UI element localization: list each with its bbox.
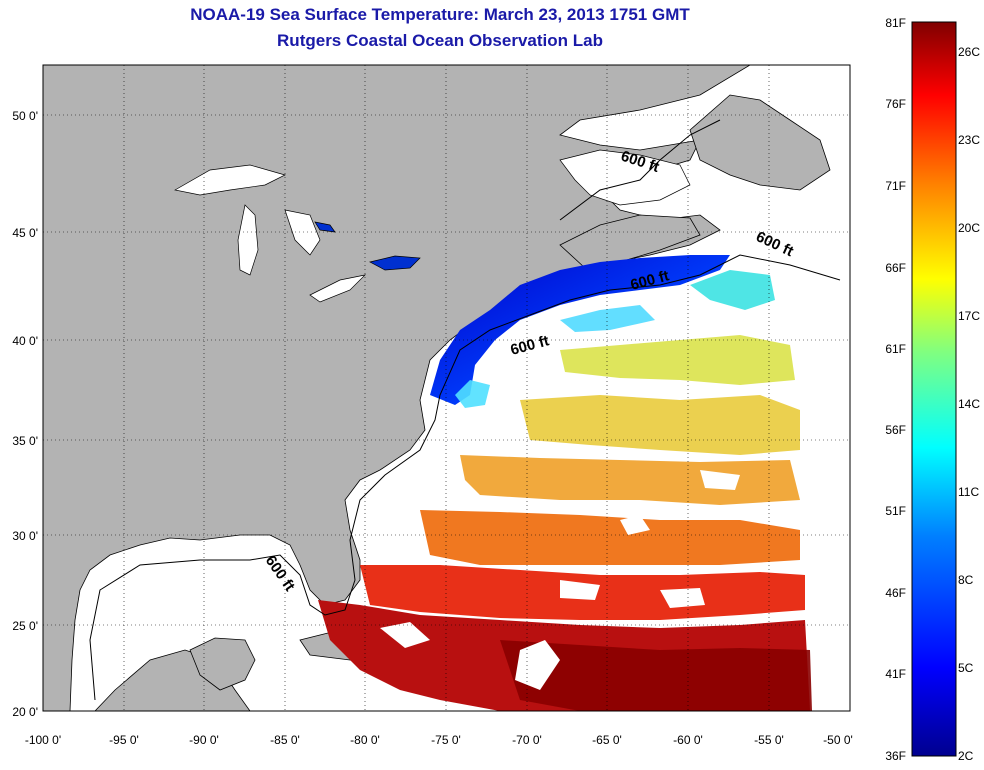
colorbar-c-label: 5C <box>958 661 974 675</box>
lat-tick-label: 40 0' <box>12 334 38 348</box>
colorbar-f-label: 56F <box>885 423 906 437</box>
colorbar-f-labels: 81F 76F 71F 66F 61F 56F 51F 46F 41F 36F <box>885 16 906 763</box>
lat-tick-label: 35 0' <box>12 434 38 448</box>
lon-tick-labels: -100 0' -95 0' -90 0' -85 0' -80 0' -75 … <box>25 733 853 747</box>
colorbar-c-label: 17C <box>958 309 980 323</box>
colorbar-f-label: 51F <box>885 504 906 518</box>
north-america-land <box>43 65 751 711</box>
lat-tick-label: 20 0' <box>12 705 38 719</box>
colorbar-f-label: 81F <box>885 16 906 30</box>
colorbar-c-label: 14C <box>958 397 980 411</box>
map-frame <box>42 64 851 712</box>
lon-tick-label: -55 0' <box>754 733 784 747</box>
lat-tick-label: 30 0' <box>12 529 38 543</box>
colorbar-f-label: 76F <box>885 97 906 111</box>
colorbar-c-label: 11C <box>958 485 979 499</box>
newfoundland-land <box>689 94 831 191</box>
lon-tick-label: -60 0' <box>673 733 703 747</box>
lon-tick-label: -95 0' <box>109 733 139 747</box>
colorbar-f-label: 36F <box>885 749 906 763</box>
colorbar-f-label: 46F <box>885 586 906 600</box>
lake-erie <box>309 274 367 303</box>
lon-tick-label: -90 0' <box>189 733 219 747</box>
map-subtitle: Rutgers Coastal Ocean Observation Lab <box>277 31 603 50</box>
gulf-st-lawrence <box>559 149 691 206</box>
contour-600ft <box>89 119 841 701</box>
lat-tick-labels: 50 0' 45 0' 40 0' 35 0' 30 0' 25 0' 20 0… <box>12 109 38 719</box>
lake-michigan <box>237 204 259 276</box>
lon-tick-label: -85 0' <box>270 733 300 747</box>
lat-tick-label: 45 0' <box>12 226 38 240</box>
map-title: NOAA-19 Sea Surface Temperature: March 2… <box>190 5 690 24</box>
colorbar <box>911 21 957 757</box>
lon-tick-label: -100 0' <box>25 733 61 747</box>
colorbar-c-label: 2C <box>958 749 974 763</box>
lon-tick-label: -70 0' <box>512 733 542 747</box>
sst-data-layer <box>318 255 812 711</box>
colorbar-c-label: 8C <box>958 573 974 587</box>
lon-tick-label: -75 0' <box>431 733 461 747</box>
colorbar-c-label: 23C <box>958 133 980 147</box>
lon-tick-label: -65 0' <box>592 733 622 747</box>
colorbar-c-label: 26C <box>958 45 980 59</box>
lon-tick-label: -50 0' <box>823 733 853 747</box>
lake-huron <box>284 209 321 256</box>
colorbar-f-label: 71F <box>885 179 906 193</box>
colorbar-f-label: 61F <box>885 342 906 356</box>
colorbar-c-label: 20C <box>958 221 980 235</box>
lake-superior <box>174 164 286 196</box>
colorbar-f-label: 66F <box>885 261 906 275</box>
lat-tick-label: 25 0' <box>12 619 38 633</box>
graticule <box>43 65 850 711</box>
yucatan-peninsula <box>189 637 256 691</box>
lake-ontario <box>369 255 421 271</box>
colorbar-c-labels: 26C 23C 20C 17C 14C 11C 8C 5C 2C <box>958 45 980 763</box>
lon-tick-label: -80 0' <box>350 733 380 747</box>
colorbar-f-label: 41F <box>885 667 906 681</box>
lat-tick-label: 50 0' <box>12 109 38 123</box>
